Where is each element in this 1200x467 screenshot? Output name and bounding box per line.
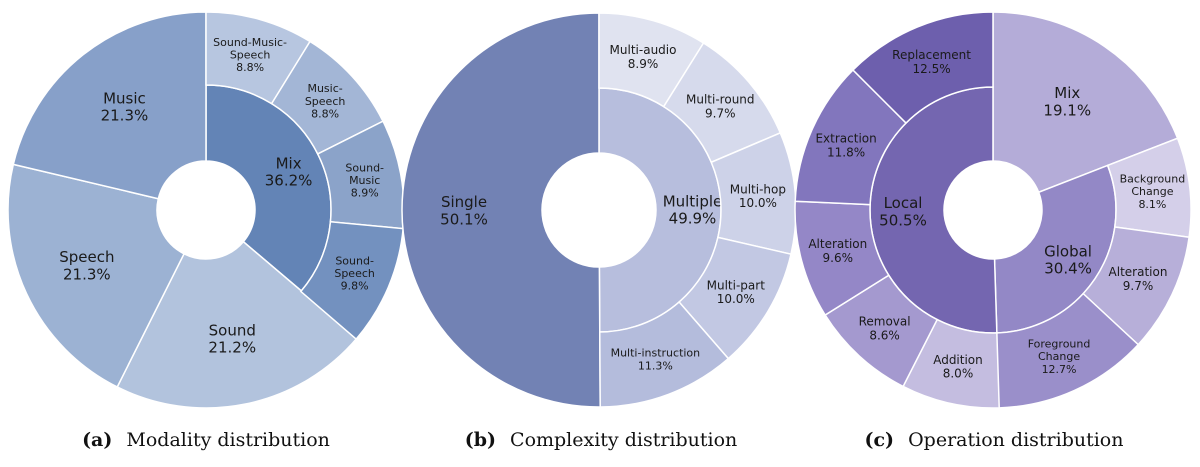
slice-mix-sound-speech xyxy=(299,220,404,341)
modality-sunburst: Mix 36.2% Sound 21.2% Speech 21.3% Music 21.3% S… xyxy=(7,11,405,409)
slice-multiple-multi-audio-label: Multi-audio 8.9% xyxy=(610,43,677,71)
slice-local-extraction-label: Extraction 11.8% xyxy=(815,132,876,160)
slice-local-addition-label: Addition 8.0% xyxy=(933,353,983,381)
caption-c: (c) Operation distribution xyxy=(864,429,1123,451)
slice-global-background-change-label: Background Change 8.1% xyxy=(1120,173,1186,211)
caption-a-text: Modality distribution xyxy=(126,429,330,451)
slice-local-label: Local 50.5% xyxy=(879,194,927,229)
slice-local-replacement xyxy=(851,11,994,125)
slice-multiple-multi-part-label: Multi-part 10.0% xyxy=(707,278,766,306)
slice-mix-label: Mix 19.1% xyxy=(1043,84,1091,119)
complexity-sunburst: Multiple 49.9% Single 50.1% Multi-audio 8.9% M… xyxy=(401,12,797,408)
slice-speech-label: Speech 21.3% xyxy=(59,248,114,283)
operation-sunburst: Mix 19.1% Global 30.4% Local 50.5% Background C… xyxy=(794,11,1192,409)
caption-a: (a) Modality distribution xyxy=(82,429,330,451)
caption-a-tag: (a) xyxy=(82,429,112,451)
slice-global-label: Global 30.4% xyxy=(1044,242,1092,277)
slice-global-foreground-change-label: Foreground Change 12.7% xyxy=(1028,337,1091,375)
slice-local-removal-label: Removal 8.6% xyxy=(859,315,911,343)
caption-b-tag: (b) xyxy=(465,429,496,451)
slice-local-alteration-label: Alteration 9.6% xyxy=(808,237,867,265)
caption-c-text: Operation distribution xyxy=(908,429,1123,451)
caption-b-text: Complexity distribution xyxy=(510,429,737,451)
slice-mix-music-speech-label: Music-Speech 8.8% xyxy=(305,82,346,120)
slice-mix-sound-speech-label: Sound-Speech 9.8% xyxy=(334,254,375,292)
slice-mix-sound-music-speech-label: Sound-Music-Speech 8.8% xyxy=(213,36,287,74)
caption-b: (b) Complexity distribution xyxy=(465,429,738,451)
slice-global-alteration-label: Alteration 9.7% xyxy=(1109,265,1168,293)
slice-local-replacement-label: Replacement 12.5% xyxy=(892,48,971,76)
center-hole xyxy=(944,161,1042,259)
slice-multiple-multi-instruction xyxy=(599,300,730,408)
slice-single-label: Single 50.1% xyxy=(440,193,488,228)
slice-multiple-multi-instruction-label: Multi-instruction 11.3% xyxy=(611,347,701,373)
slice-mix-sound-music-label: Sound-Music 8.9% xyxy=(345,161,384,199)
slice-mix-label: Mix 36.2% xyxy=(265,154,313,189)
slice-multiple-label: Multiple 49.9% xyxy=(663,192,723,227)
center-hole xyxy=(542,153,656,267)
center-hole xyxy=(157,161,255,259)
slice-music-label: Music 21.3% xyxy=(101,89,149,124)
slice-multiple-multi-round-label: Multi-round 9.7% xyxy=(686,93,755,121)
slice-sound-label: Sound 21.2% xyxy=(208,321,256,356)
caption-c-tag: (c) xyxy=(864,429,894,451)
slice-multiple-multi-hop-label: Multi-hop 10.0% xyxy=(730,182,786,210)
